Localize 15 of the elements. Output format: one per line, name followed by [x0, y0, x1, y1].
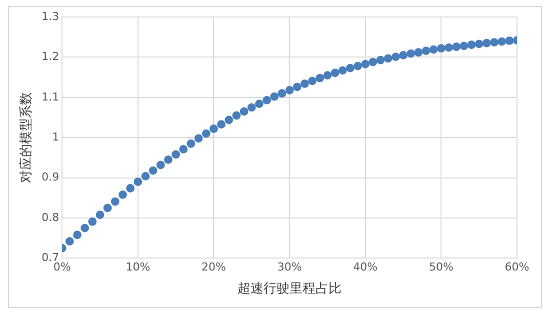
x-tick-label: 50%: [428, 260, 454, 274]
y-tick-label: 0.9: [42, 170, 60, 184]
x-tick-label: 20%: [202, 260, 226, 274]
y-axis-title: 对应的模型系数: [18, 92, 34, 184]
y-tick-label: 1.2: [42, 50, 60, 64]
x-tick-label: 30%: [277, 260, 302, 274]
y-tick-label: 1: [52, 130, 60, 144]
x-axis-title: 超速行驶里程占比: [238, 282, 342, 297]
x-tick-label: 10%: [126, 260, 150, 274]
x-tick-label: 40%: [353, 260, 378, 274]
y-tick-label: 0.8: [42, 210, 60, 224]
y-tick-label: 1.1: [42, 90, 60, 104]
y-tick-label: 1.3: [42, 10, 60, 23]
x-tick-label: 0%: [53, 260, 71, 274]
x-tick-label: 60%: [504, 260, 530, 274]
